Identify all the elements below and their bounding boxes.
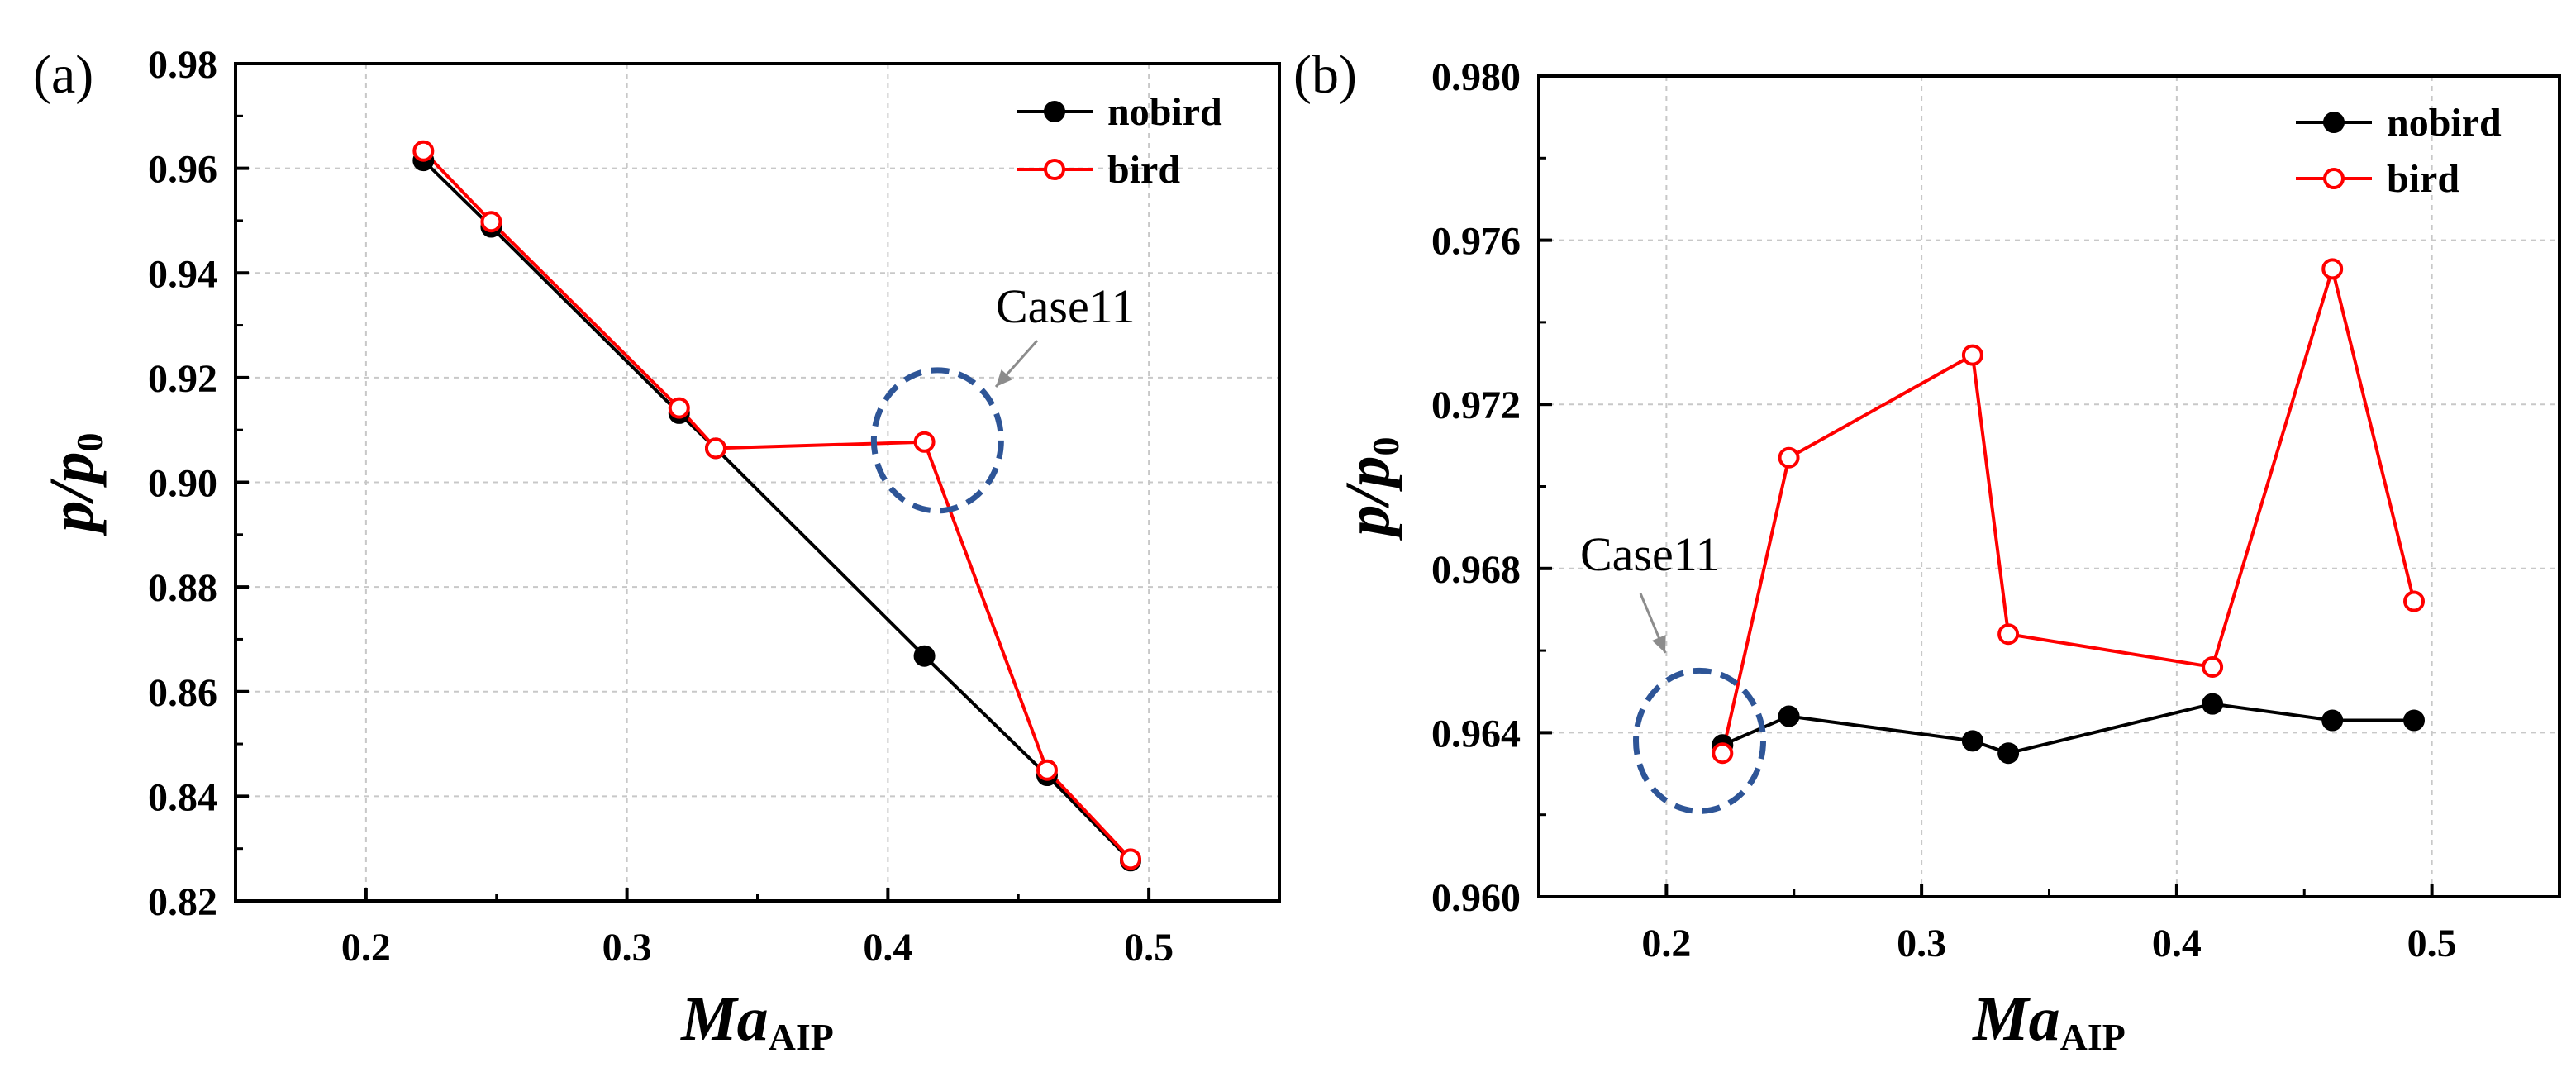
x-tick-label: 0.4 [2152, 922, 2202, 965]
y-tick-label: 0.82 [148, 880, 217, 924]
data-point-bird [913, 431, 936, 453]
legend-label-nobird: nobird [2387, 101, 2502, 145]
x-tick-label: 0.2 [341, 926, 391, 970]
data-point-bird [704, 437, 726, 460]
y-tick-label: 0.976 [1431, 220, 1521, 264]
legend-label-bird: bird [2387, 157, 2459, 201]
data-point-nobird [1961, 730, 1983, 752]
x-axis-title: MaAIP [680, 984, 834, 1058]
x-axis-title: MaAIP [1972, 984, 2126, 1058]
data-point-nobird [1778, 705, 1800, 727]
chart-panel-a: 0.2 0.3 0.4 0.5 0.82 0.84 0.86 0.88 0.90 0.92 0.94… [33, 43, 1281, 1058]
series-line-nobird [421, 159, 1132, 862]
y-axis-title: p/p0 [37, 432, 111, 536]
data-point-bird [1961, 344, 1983, 366]
data-point-nobird [2321, 709, 2344, 732]
data-point-bird [668, 397, 690, 419]
y-tick-label: 0.86 [148, 671, 217, 715]
y-tick-label: 0.980 [1431, 55, 1521, 99]
legend-marker-bird [1044, 159, 1065, 180]
y-axis-title: p/p0 [1333, 436, 1407, 541]
x-tick-label: 0.5 [1124, 926, 1174, 970]
series-line-bird [1721, 262, 2416, 754]
y-tick-label: 0.96 [148, 148, 217, 192]
y-tick-label: 0.92 [148, 357, 217, 401]
y-tick-label: 0.972 [1431, 384, 1521, 427]
series-line-nobird [1721, 702, 2415, 755]
legend-marker-nobird [2323, 112, 2345, 133]
data-point-bird [2202, 655, 2224, 678]
panel-label: (b) [1293, 45, 1357, 105]
x-tick-label: 0.2 [1641, 922, 1691, 965]
x-tick-label: 0.4 [863, 926, 912, 970]
y-tick-label: 0.98 [148, 43, 217, 87]
annotation-arrow-head [996, 369, 1013, 387]
y-tick-label: 0.960 [1431, 876, 1521, 920]
legend-label-bird: bird [1107, 148, 1180, 192]
data-point-bird [1120, 848, 1142, 870]
annotation-label: Case11 [1580, 527, 1720, 581]
legend-marker-bird [2323, 168, 2345, 189]
data-point-bird [480, 211, 502, 233]
annotation-label: Case11 [996, 279, 1136, 333]
data-point-nobird [913, 645, 936, 667]
y-tick-label: 0.964 [1431, 712, 1521, 755]
data-point-nobird [1997, 742, 2020, 765]
annotation-arrow-head [1652, 635, 1666, 653]
y-tick-label: 0.968 [1431, 548, 1521, 592]
data-point-bird [2403, 590, 2426, 612]
panel-label: (a) [33, 45, 93, 105]
data-point-bird [1778, 446, 1800, 469]
y-tick-label: 0.88 [148, 566, 217, 610]
y-tick-label: 0.90 [148, 462, 217, 506]
data-point-bird [412, 140, 435, 162]
legend-marker-nobird [1044, 101, 1065, 122]
data-point-bird [1997, 623, 2020, 646]
data-point-bird [1712, 742, 1734, 765]
x-tick-label: 0.3 [1897, 922, 1946, 965]
chart-panel-b: 0.2 0.3 0.4 0.5 0.960 0.964 0.968 0.972 0.976 0.9… [1293, 45, 2561, 1058]
x-tick-label: 0.5 [2407, 922, 2457, 965]
y-tick-label: 0.94 [148, 252, 217, 296]
data-point-nobird [2403, 709, 2426, 732]
data-point-nobird [2202, 693, 2224, 715]
case11-highlight-circle [870, 367, 1004, 514]
data-point-bird [1036, 759, 1058, 781]
legend-label-nobird: nobird [1107, 90, 1222, 134]
data-point-bird [2321, 258, 2344, 280]
y-tick-label: 0.84 [148, 775, 217, 819]
x-tick-label: 0.3 [602, 926, 652, 970]
case11-highlight-circle [1633, 667, 1767, 814]
